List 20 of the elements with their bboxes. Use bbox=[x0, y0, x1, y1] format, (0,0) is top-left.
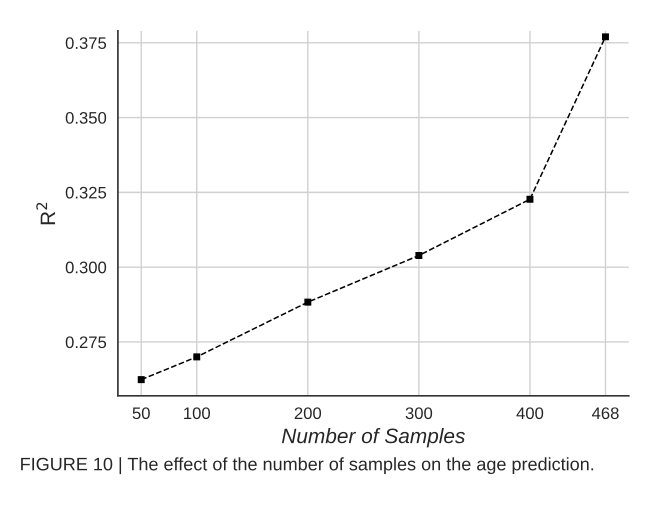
point bbox=[193, 353, 200, 360]
x-axis-title: Number of Samples bbox=[282, 428, 465, 448]
x-tick-label: 400 bbox=[516, 407, 544, 420]
x-tick-label: 200 bbox=[294, 407, 322, 420]
y-axis-title: R$^{2}$ bbox=[36, 202, 56, 224]
x-tick-label: 300 bbox=[406, 407, 432, 420]
point bbox=[602, 33, 609, 40]
y-tick-label: 0.350 bbox=[66, 112, 106, 124]
y-tick-label: 0.375 bbox=[66, 37, 106, 50]
x-tick-label: 100 bbox=[184, 407, 210, 420]
y-tick-label: 0.300 bbox=[66, 262, 106, 274]
y-tick-label: 0.275 bbox=[66, 336, 106, 348]
x-tick-label: 50 bbox=[132, 407, 150, 420]
point bbox=[138, 376, 145, 384]
point bbox=[415, 252, 422, 259]
point bbox=[304, 298, 312, 306]
point bbox=[526, 196, 534, 203]
caption: FIGURE 10 | The effect of the number of samples on the age prediction. bbox=[21, 457, 594, 474]
x-tick-label: 468 bbox=[592, 407, 619, 420]
y-tick-label: 0.325 bbox=[66, 186, 106, 199]
